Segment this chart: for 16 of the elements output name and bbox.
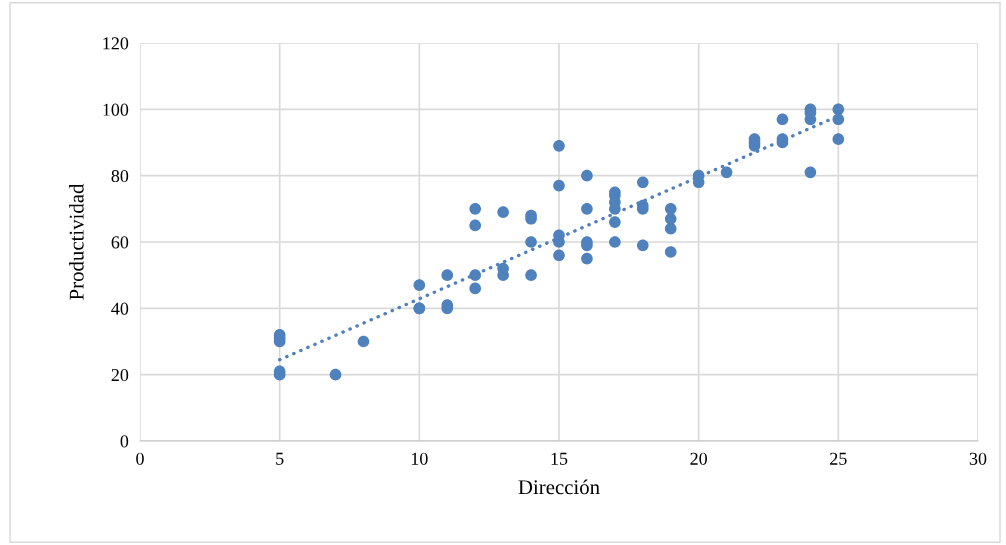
y-axis-title: Productividad bbox=[69, 183, 84, 300]
x-tick-label: 30 bbox=[969, 452, 987, 465]
y-tick-label: 40 bbox=[111, 302, 129, 315]
x-tick-label: 5 bbox=[276, 452, 284, 465]
x-tick-label: 20 bbox=[690, 452, 708, 465]
y-tick-label: 60 bbox=[111, 236, 129, 249]
x-tick-label: 15 bbox=[551, 452, 568, 465]
y-tick-label: 80 bbox=[111, 169, 129, 183]
x-axis-title: Dirección bbox=[518, 479, 600, 495]
y-tick-label: 120 bbox=[103, 37, 129, 50]
y-tick-label: 100 bbox=[103, 103, 129, 116]
y-tick-label: 20 bbox=[111, 368, 129, 382]
y-tick-label: 0 bbox=[120, 435, 129, 448]
x-tick-label: 25 bbox=[830, 452, 847, 465]
x-tick-label: 0 bbox=[136, 452, 144, 465]
x-tick-label: 10 bbox=[411, 452, 428, 465]
